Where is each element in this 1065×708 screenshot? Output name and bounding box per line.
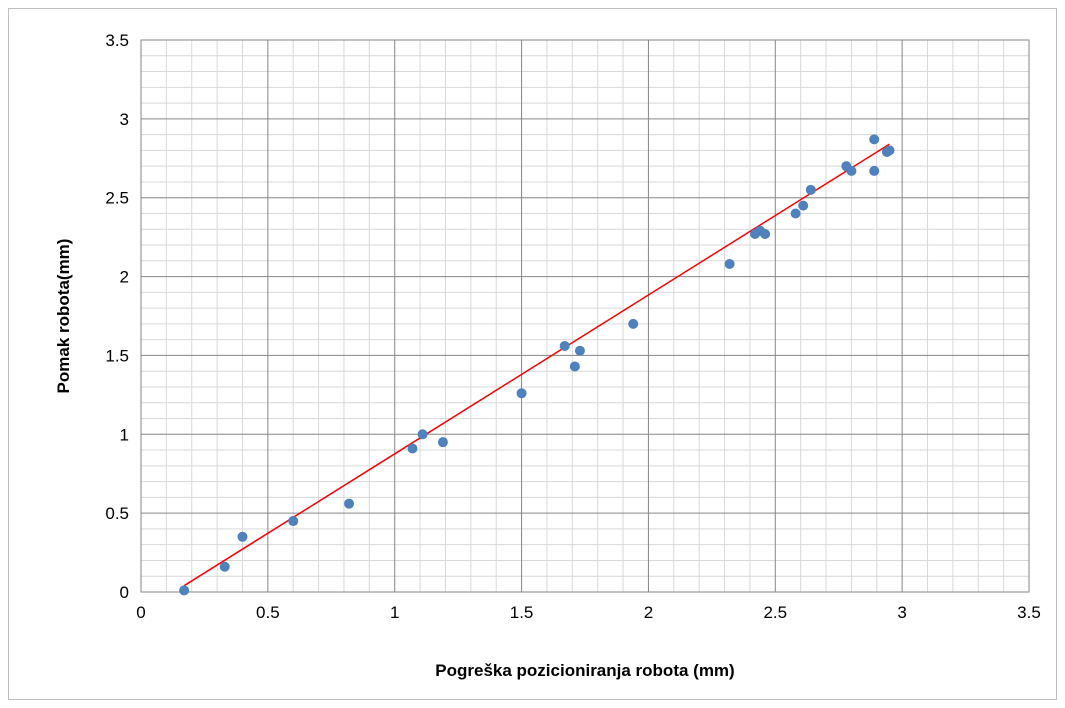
data-point [219, 561, 230, 572]
data-point [569, 361, 580, 372]
data-point [179, 585, 190, 596]
data-points [179, 134, 895, 596]
y-tick-label: 0.5 [105, 504, 129, 523]
major-gridlines [140, 39, 1030, 593]
x-tick-label: 2 [644, 603, 653, 622]
x-tick-label: 1.5 [510, 603, 534, 622]
data-point [417, 429, 428, 440]
x-axis-title: Pogreška pozicioniranja robota (mm) [435, 661, 734, 680]
x-tick-label: 2.5 [763, 603, 787, 622]
x-tick-labels: 0 0.5 1 1.5 2 2.5 3 3.5 [136, 603, 1041, 622]
y-tick-label: 0 [120, 583, 129, 602]
y-tick-label: 3.5 [105, 31, 129, 50]
plot-area [140, 39, 1030, 593]
data-point [437, 437, 448, 448]
data-point [516, 388, 527, 399]
trendline [183, 143, 890, 587]
data-point [869, 165, 880, 176]
minor-gridlines [141, 40, 1029, 592]
data-point [574, 345, 585, 356]
data-point [798, 200, 809, 211]
data-point [237, 531, 248, 542]
data-point [288, 516, 299, 527]
data-point [760, 228, 771, 239]
y-tick-label: 2 [120, 268, 129, 287]
x-tick-label: 0.5 [256, 603, 280, 622]
data-point [344, 498, 355, 509]
data-point [790, 208, 801, 219]
y-tick-label: 1.5 [105, 346, 129, 365]
data-point [559, 340, 570, 351]
data-point [724, 258, 735, 269]
chart-frame [8, 8, 1057, 700]
x-tick-label: 3.5 [1017, 603, 1041, 622]
y-tick-labels: 0 0.5 1 1.5 2 2.5 3 3.5 [105, 31, 129, 602]
y-tick-label: 1 [120, 425, 129, 444]
data-point [846, 165, 857, 176]
x-tick-label: 3 [897, 603, 906, 622]
data-point [869, 134, 880, 145]
x-tick-label: 0 [136, 603, 145, 622]
y-tick-label: 2.5 [105, 189, 129, 208]
data-point [407, 443, 418, 454]
data-point [884, 145, 895, 156]
data-point [805, 184, 816, 195]
y-axis-title: Pomak robota(mm) [54, 239, 73, 394]
y-tick-label: 3 [120, 110, 129, 129]
data-point [628, 318, 639, 329]
x-tick-label: 1 [390, 603, 399, 622]
